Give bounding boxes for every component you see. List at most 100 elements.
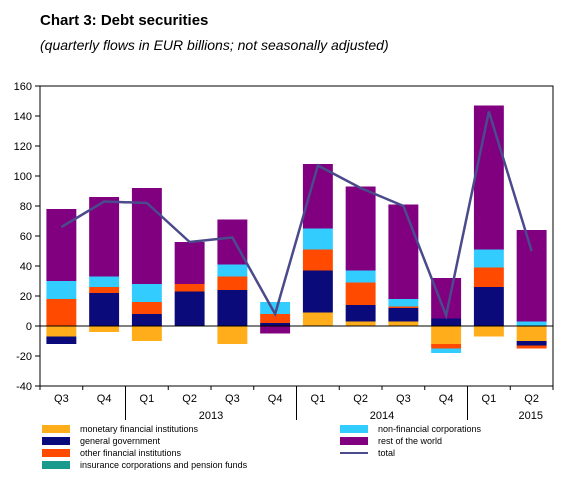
- legend-label-nfc: non-financial corporations: [378, 424, 482, 434]
- x-tick-label: Q3: [225, 393, 240, 405]
- legend-swatch-nfc: [340, 425, 368, 433]
- legend-swatch-row: [340, 437, 368, 445]
- y-tick-label: 140: [14, 111, 32, 123]
- bar-ofi: [217, 276, 248, 290]
- y-tick-label: 100: [14, 171, 32, 183]
- bar-mfi: [473, 326, 504, 337]
- x-tick-label: Q3: [54, 393, 69, 405]
- bar-gov: [473, 287, 504, 326]
- bar-row: [516, 230, 547, 322]
- y-tick-label: 60: [20, 231, 32, 243]
- legend-label-gov: general government: [80, 436, 161, 446]
- bar-ofi: [302, 249, 333, 271]
- legend-item-row: rest of the world: [340, 436, 442, 446]
- bar-gov: [131, 314, 162, 326]
- bar-gov: [89, 293, 120, 326]
- legend-label-ofi: other financial institutions: [80, 448, 182, 458]
- y-tick-label: 20: [20, 291, 32, 303]
- bar-mfi: [217, 326, 248, 344]
- bar-mfi: [431, 326, 462, 344]
- y-tick-label: 0: [26, 321, 32, 333]
- bar-ofi: [388, 306, 419, 308]
- bar-gov: [174, 291, 205, 326]
- x-tick-label: Q4: [97, 393, 112, 405]
- bar-nfc: [345, 270, 376, 283]
- bar-ofi: [131, 302, 162, 314]
- bar-ofi: [174, 284, 205, 292]
- x-tick-label: Q1: [311, 393, 326, 405]
- x-tick-label: Q1: [140, 393, 155, 405]
- legend-item-ofi: other financial institutions: [42, 448, 181, 458]
- bar-nfc: [516, 321, 547, 326]
- chart-subtitle: (quarterly flows in EUR billions; not se…: [40, 37, 389, 53]
- bar-row: [302, 164, 333, 229]
- bar-mfi: [516, 326, 547, 341]
- bar-mfi: [46, 326, 77, 337]
- year-label: 2015: [519, 410, 543, 420]
- bar-ofi: [260, 314, 291, 323]
- legend-label-mfi: monetary financial institutions: [80, 424, 199, 434]
- x-tick-label: Q2: [524, 393, 539, 405]
- bar-nfc: [46, 281, 77, 299]
- y-tick-label: 80: [20, 201, 32, 213]
- bar-nfc: [302, 228, 333, 250]
- bar-row: [260, 326, 291, 334]
- y-tick-label: -40: [16, 381, 32, 393]
- bar-row: [174, 242, 205, 284]
- x-tick-label: Q2: [182, 393, 197, 405]
- bar-mfi: [131, 326, 162, 341]
- bar-mfi: [345, 321, 376, 326]
- bar-gov: [217, 290, 248, 326]
- bar-nfc: [473, 249, 504, 268]
- legend-item-total: total: [340, 448, 395, 458]
- bar-gov: [388, 308, 419, 322]
- bar-row: [473, 105, 504, 250]
- bar-gov: [345, 305, 376, 322]
- bar-nfc: [260, 302, 291, 314]
- bar-ofi: [431, 344, 462, 349]
- bar-mfi: [302, 312, 333, 326]
- bar-gov: [431, 318, 462, 326]
- bar-ofi: [473, 267, 504, 287]
- y-tick-label: -20: [16, 351, 32, 363]
- bar-row: [388, 204, 419, 299]
- bar-nfc: [89, 276, 120, 287]
- legend-label-icpf: insurance corporations and pension funds: [80, 460, 248, 470]
- y-tick-label: 40: [20, 261, 32, 273]
- legend-swatch-icpf: [42, 461, 70, 469]
- total-line: [60, 111, 533, 320]
- legend-label-row: rest of the world: [378, 436, 443, 446]
- x-tick-label: Q1: [482, 393, 497, 405]
- bar-mfi: [388, 321, 419, 326]
- bar-gov: [516, 341, 547, 346]
- bar-gov: [302, 270, 333, 313]
- legend-item-icpf: insurance corporations and pension funds: [42, 460, 247, 470]
- year-label: 2013: [199, 410, 223, 420]
- x-tick-label: Q4: [268, 393, 283, 405]
- bar-nfc: [217, 264, 248, 277]
- legend-label-total: total: [378, 448, 396, 458]
- bar-ofi: [345, 282, 376, 305]
- legend-item-mfi: monetary financial institutions: [42, 424, 198, 434]
- x-tick-label: Q3: [396, 393, 411, 405]
- legend-swatch-mfi: [42, 425, 70, 433]
- bar-gov: [260, 323, 291, 326]
- bar-gov: [46, 336, 77, 344]
- bar-nfc: [431, 348, 462, 353]
- y-tick-label: 160: [14, 81, 32, 93]
- x-tick-label: Q2: [353, 393, 368, 405]
- bar-ofi: [516, 345, 547, 349]
- bar-row: [89, 197, 120, 277]
- bar-ofi: [89, 287, 120, 293]
- year-label: 2014: [370, 410, 394, 420]
- bar-mfi: [89, 326, 120, 332]
- bar-row: [345, 186, 376, 271]
- chart-title: Chart 3: Debt securities: [40, 12, 209, 29]
- y-tick-label: 120: [14, 141, 32, 153]
- legend-swatch-total: [340, 452, 368, 454]
- x-tick-label: Q4: [439, 393, 454, 405]
- legend-item-nfc: non-financial corporations: [340, 424, 481, 434]
- bar-ofi: [46, 299, 77, 326]
- legend-item-gov: general government: [42, 436, 160, 446]
- legend-swatch-gov: [42, 437, 70, 445]
